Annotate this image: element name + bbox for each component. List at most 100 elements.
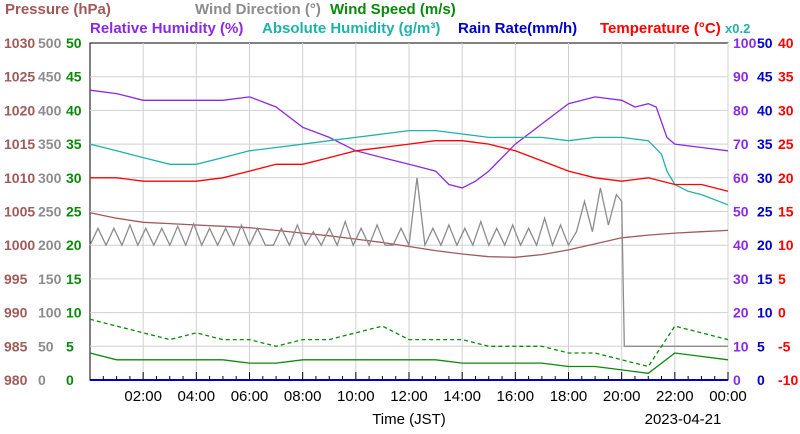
rain_rate-tick-label: 15 xyxy=(757,271,773,287)
wind_speed-tick-label: 5 xyxy=(66,338,74,354)
humidity-tick-label: 50 xyxy=(733,204,749,220)
wind_direction-tick-label: 300 xyxy=(38,170,62,186)
legend-row1-item-1: Wind Direction (°) xyxy=(195,1,321,18)
rain_rate-tick-label: 5 xyxy=(757,338,765,354)
temperature-tick-label: 30 xyxy=(778,102,794,118)
pressure-tick-label: 1015 xyxy=(4,136,35,152)
rain_rate-tick-label: 0 xyxy=(757,372,765,388)
x-axis-label: Time (JST) xyxy=(372,411,446,428)
x-tick-label: 02:00 xyxy=(124,388,162,405)
x-tick-label: 16:00 xyxy=(497,388,535,405)
pressure-tick-label: 980 xyxy=(4,372,28,388)
temperature-tick-label: -5 xyxy=(778,338,791,354)
temperature-tick-label: 0 xyxy=(778,305,786,321)
pressure-tick-label: 1020 xyxy=(4,102,35,118)
grid-lines xyxy=(90,43,729,380)
wind_direction-tick-label: 500 xyxy=(38,35,62,51)
x-tick-label: 00:00 xyxy=(709,388,747,405)
rain_rate-tick-label: 40 xyxy=(757,102,773,118)
x-tick-label: 14:00 xyxy=(443,388,481,405)
humidity-tick-label: 100 xyxy=(733,35,757,51)
pressure-tick-label: 985 xyxy=(4,338,28,354)
wind_direction-tick-label: 450 xyxy=(38,69,62,85)
rain_rate-tick-label: 50 xyxy=(757,35,773,51)
legend-row2-item-0: Relative Humidity (%) xyxy=(90,20,243,37)
right-axes: 1009080706050403020100504540353025201510… xyxy=(733,35,798,388)
rain_rate-tick-label: 20 xyxy=(757,237,773,253)
temperature-tick-label: 25 xyxy=(778,136,794,152)
series-line-1 xyxy=(89,177,728,347)
wind_speed-tick-label: 45 xyxy=(66,69,82,85)
temperature-tick-label: 10 xyxy=(778,237,794,253)
humidity-tick-label: 40 xyxy=(733,237,749,253)
chart-header: Pressure (hPa) Wind Direction (°) Wind Spe… xyxy=(5,1,750,37)
series-lines xyxy=(89,89,729,381)
pressure-tick-label: 1025 xyxy=(4,69,35,85)
humidity-tick-label: 10 xyxy=(733,338,749,354)
pressure-tick-label: 995 xyxy=(4,271,28,287)
x-tick-label: 20:00 xyxy=(603,388,641,405)
wind_speed-tick-label: 40 xyxy=(66,102,82,118)
wind_speed-tick-label: 30 xyxy=(66,170,82,186)
humidity-tick-label: 20 xyxy=(733,305,749,321)
pressure-tick-label: 1030 xyxy=(4,35,35,51)
x-tick-label: 12:00 xyxy=(390,388,428,405)
rain_rate-tick-label: 25 xyxy=(757,204,773,220)
rain_rate-tick-label: 45 xyxy=(757,69,773,85)
rain_rate-tick-label: 10 xyxy=(757,305,773,321)
x-tick-label: 18:00 xyxy=(550,388,588,405)
humidity-tick-label: 30 xyxy=(733,271,749,287)
temperature-tick-label: 20 xyxy=(778,170,794,186)
temperature-tick-label: 40 xyxy=(778,35,794,51)
x-axis: 02:00 04:00 06:00 08:00 10:00 12:00 14:00 16:00… xyxy=(89,372,747,405)
humidity-tick-label: 60 xyxy=(733,170,749,186)
left-axes: 1030102510201015101010051000995990985980… xyxy=(4,35,82,388)
legend-row1-item-0: Pressure (hPa) xyxy=(5,1,111,18)
wind_speed-tick-label: 35 xyxy=(66,136,82,152)
wind_direction-tick-label: 150 xyxy=(38,271,62,287)
wind_speed-tick-label: 50 xyxy=(66,35,82,51)
humidity-tick-label: 0 xyxy=(733,372,741,388)
date-label: 2023-04-21 xyxy=(645,411,722,428)
legend-row1-item-2: Wind Speed (m/s) xyxy=(330,1,456,18)
x-tick-label: 04:00 xyxy=(178,388,216,405)
rain_rate-tick-label: 30 xyxy=(757,170,773,186)
wind_direction-tick-label: 0 xyxy=(38,372,46,388)
temperature-tick-label: 5 xyxy=(778,271,786,287)
series-line-4 xyxy=(89,89,729,189)
x-tick-label: 10:00 xyxy=(337,388,375,405)
wind_direction-tick-label: 250 xyxy=(38,204,62,220)
series-line-3 xyxy=(89,318,729,368)
temperature-tick-label: -10 xyxy=(778,372,798,388)
temperature-tick-label: 15 xyxy=(778,204,794,220)
humidity-tick-label: 70 xyxy=(733,136,749,152)
pressure-tick-label: 990 xyxy=(4,305,28,321)
scale-note: x0.2 xyxy=(725,21,750,36)
wind_speed-tick-label: 15 xyxy=(66,271,82,287)
humidity-tick-label: 90 xyxy=(733,69,749,85)
legend-row2-item-3: Temperature (°C) xyxy=(600,20,721,37)
wind_direction-tick-label: 200 xyxy=(38,237,62,253)
humidity-tick-label: 80 xyxy=(733,102,749,118)
wind_speed-tick-label: 20 xyxy=(66,237,82,253)
legend-row2-item-2: Rain Rate(mm/h) xyxy=(458,20,577,37)
x-tick-label: 06:00 xyxy=(231,388,269,405)
wind_direction-tick-label: 400 xyxy=(38,102,62,118)
wind_speed-tick-label: 0 xyxy=(66,372,74,388)
pressure-tick-label: 1000 xyxy=(4,237,35,253)
series-line-5 xyxy=(89,129,729,206)
wind_direction-tick-label: 50 xyxy=(38,338,54,354)
legend-row2-item-1: Absolute Humidity (g/m³) xyxy=(262,20,440,37)
wind_speed-tick-label: 10 xyxy=(66,305,82,321)
pressure-tick-label: 1010 xyxy=(4,170,35,186)
wind_direction-tick-label: 350 xyxy=(38,136,62,152)
series-line-7 xyxy=(90,140,729,192)
wind_direction-tick-label: 100 xyxy=(38,305,62,321)
pressure-tick-label: 1005 xyxy=(4,204,35,220)
rain_rate-tick-label: 35 xyxy=(757,136,773,152)
x-tick-label: 22:00 xyxy=(656,388,694,405)
temperature-tick-label: 35 xyxy=(778,69,794,85)
x-tick-label: 08:00 xyxy=(284,388,322,405)
wind_speed-tick-label: 25 xyxy=(66,204,82,220)
